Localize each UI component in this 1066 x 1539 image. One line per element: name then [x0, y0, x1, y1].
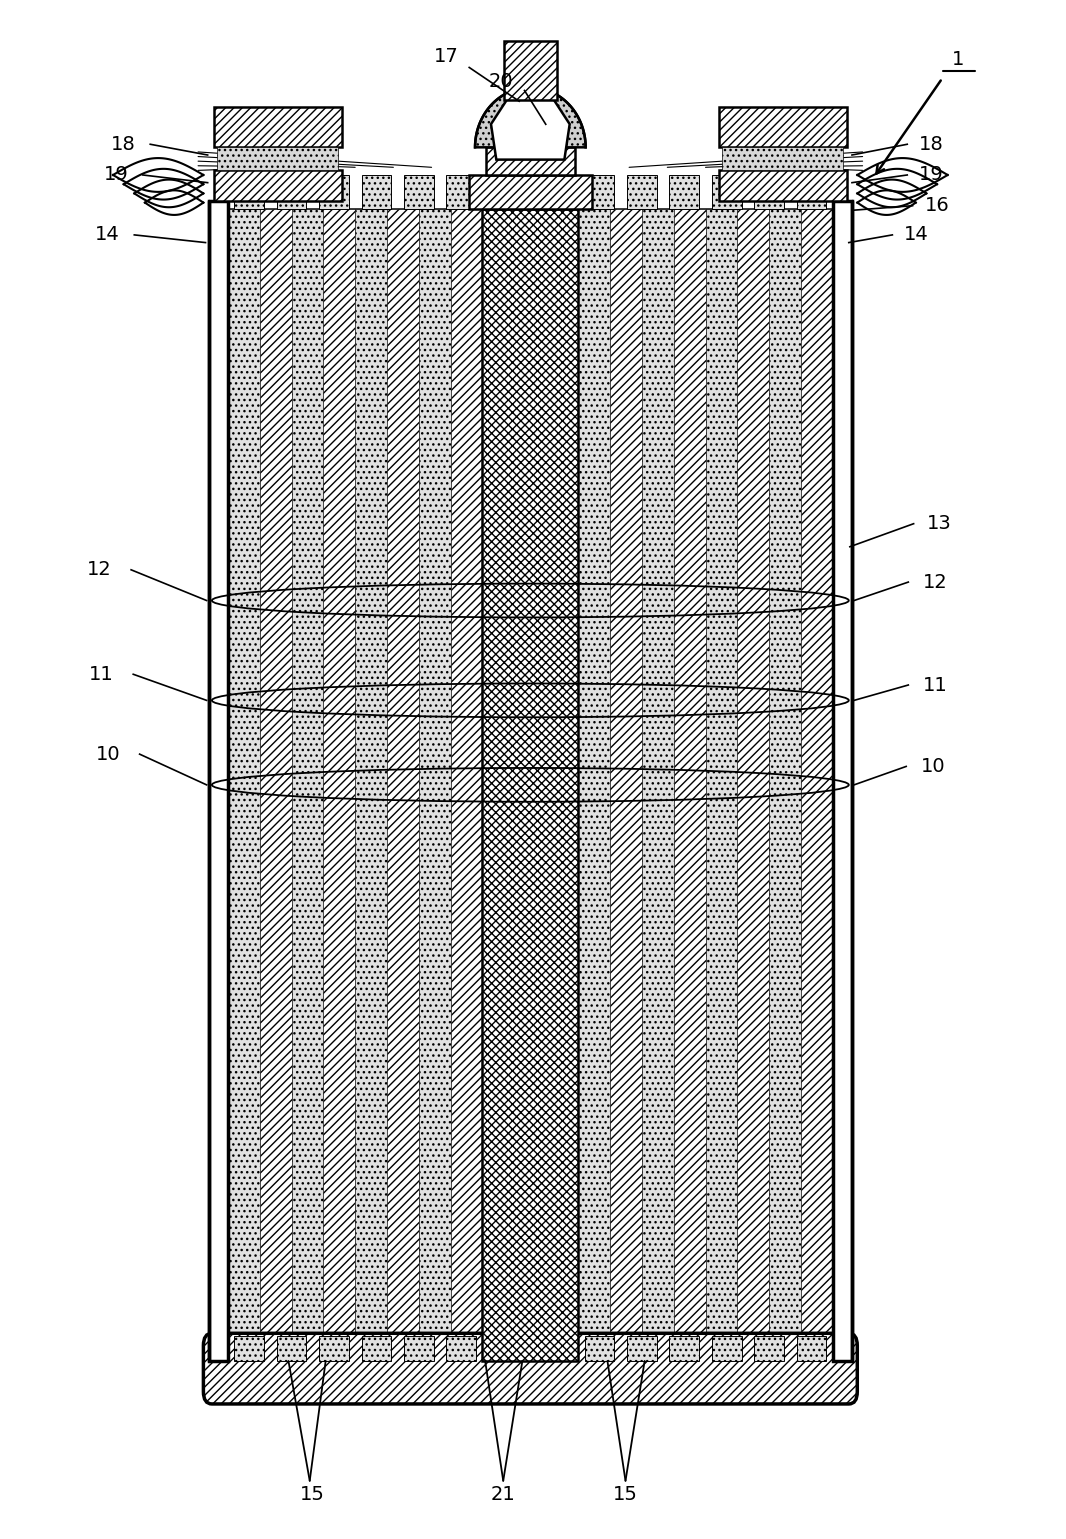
Bar: [235, 1336, 264, 1360]
Polygon shape: [857, 191, 916, 215]
Text: 10: 10: [95, 745, 120, 763]
Polygon shape: [134, 180, 204, 208]
Bar: [447, 1336, 477, 1360]
Bar: [669, 1336, 699, 1360]
Text: 19: 19: [919, 166, 944, 185]
Bar: [214, 171, 341, 202]
Text: 16: 16: [924, 195, 950, 215]
Text: 10: 10: [920, 757, 946, 776]
Text: 12: 12: [86, 560, 112, 579]
Bar: [738, 209, 770, 1360]
Bar: [723, 148, 843, 171]
Bar: [319, 1336, 349, 1360]
Bar: [228, 209, 260, 1360]
Bar: [404, 1336, 434, 1360]
Bar: [712, 175, 742, 209]
Bar: [451, 209, 483, 1360]
Bar: [720, 108, 846, 148]
Polygon shape: [475, 88, 585, 148]
Bar: [674, 209, 706, 1360]
Bar: [796, 1336, 826, 1360]
Bar: [627, 175, 657, 209]
Bar: [404, 175, 434, 209]
Text: 12: 12: [922, 573, 948, 591]
Text: 14: 14: [95, 225, 120, 245]
Polygon shape: [491, 95, 569, 160]
Text: 11: 11: [88, 665, 114, 683]
Polygon shape: [857, 159, 948, 192]
Bar: [361, 1336, 391, 1360]
Bar: [669, 175, 699, 209]
Bar: [504, 42, 556, 100]
Bar: [214, 108, 341, 148]
Bar: [447, 175, 477, 209]
Bar: [720, 171, 846, 202]
Bar: [235, 175, 264, 209]
Bar: [469, 175, 592, 209]
Bar: [801, 209, 833, 1360]
Text: 13: 13: [926, 514, 952, 532]
Text: 18: 18: [111, 135, 136, 154]
Bar: [319, 175, 349, 209]
Bar: [584, 175, 614, 209]
Bar: [833, 202, 852, 1360]
Bar: [291, 209, 323, 1360]
Bar: [277, 1336, 306, 1360]
Text: 15: 15: [613, 1485, 637, 1504]
Bar: [209, 202, 228, 1360]
Bar: [610, 209, 642, 1360]
Polygon shape: [113, 159, 204, 192]
Bar: [706, 209, 738, 1360]
Text: 1: 1: [952, 51, 965, 69]
Polygon shape: [857, 180, 926, 208]
Bar: [578, 209, 610, 1360]
Text: 19: 19: [103, 166, 129, 185]
Bar: [355, 209, 387, 1360]
Polygon shape: [124, 169, 204, 200]
Bar: [755, 175, 784, 209]
Bar: [486, 148, 575, 175]
Bar: [277, 175, 306, 209]
FancyBboxPatch shape: [204, 1333, 857, 1404]
Bar: [419, 209, 451, 1360]
Bar: [712, 1336, 742, 1360]
Text: 14: 14: [903, 225, 928, 245]
Bar: [361, 175, 391, 209]
Text: 20: 20: [489, 72, 514, 91]
Text: 15: 15: [300, 1485, 324, 1504]
Bar: [770, 209, 801, 1360]
Text: 21: 21: [490, 1485, 516, 1504]
Bar: [260, 209, 291, 1360]
Polygon shape: [145, 191, 204, 215]
Bar: [755, 1336, 784, 1360]
Text: 11: 11: [922, 676, 948, 694]
Bar: [642, 209, 674, 1360]
Bar: [584, 1336, 614, 1360]
Text: 17: 17: [434, 48, 458, 66]
Bar: [627, 1336, 657, 1360]
Polygon shape: [857, 169, 937, 200]
Bar: [323, 209, 355, 1360]
Bar: [483, 209, 578, 1360]
Text: 18: 18: [919, 135, 944, 154]
Bar: [796, 175, 826, 209]
Bar: [387, 209, 419, 1360]
Bar: [217, 148, 338, 171]
Bar: [228, 209, 833, 1360]
